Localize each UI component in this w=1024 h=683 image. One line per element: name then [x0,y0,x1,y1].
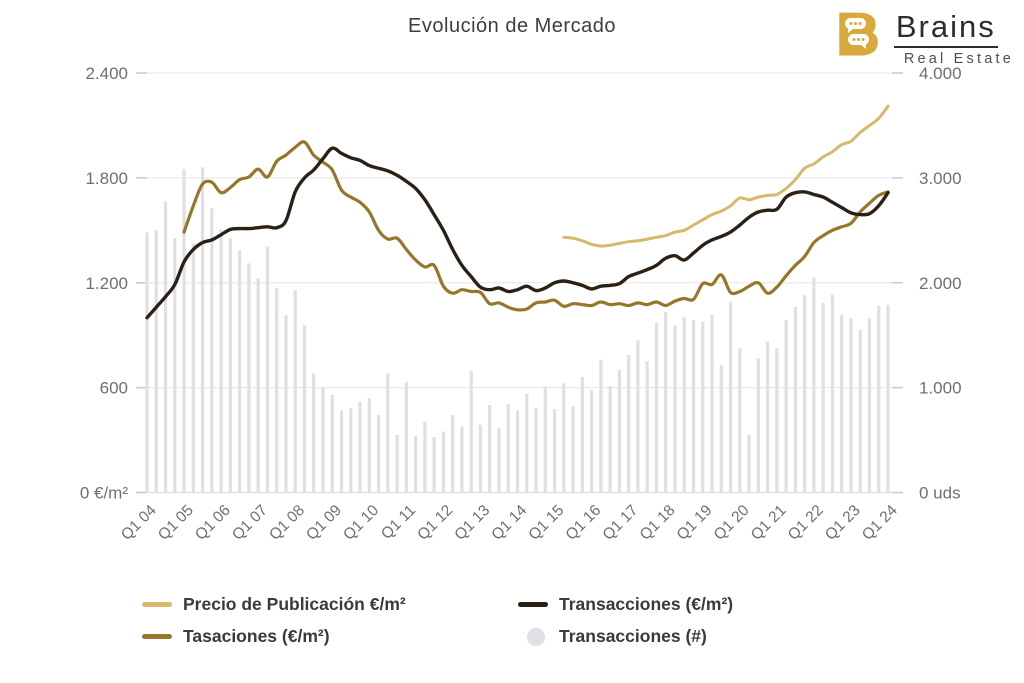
brand-name: Brains [893,8,998,48]
svg-text:Q1 18: Q1 18 [637,502,679,544]
svg-text:1.800: 1.800 [85,169,128,188]
svg-text:Q1 22: Q1 22 [785,502,827,544]
svg-text:Q1 24: Q1 24 [859,502,901,544]
svg-text:1.200: 1.200 [85,274,128,293]
svg-text:Q1 09: Q1 09 [303,502,345,544]
legend-swatch-tasaciones [142,634,172,639]
legend-item-precio-publicacion[interactable]: Precio de Publicación €/m² [142,592,518,617]
svg-text:0 uds: 0 uds [919,484,961,503]
svg-text:Q1 15: Q1 15 [525,502,567,544]
svg-text:600: 600 [100,379,128,398]
svg-text:Q1 04: Q1 04 [118,502,160,544]
svg-text:Q1 05: Q1 05 [155,502,197,544]
svg-text:Q1 11: Q1 11 [378,502,419,543]
svg-text:Q1 17: Q1 17 [600,502,642,544]
legend-item-transacciones-precio[interactable]: Transacciones (€/m²) [518,592,733,617]
svg-text:Q1 23: Q1 23 [822,502,864,544]
svg-text:Q1 10: Q1 10 [340,502,382,544]
svg-text:Q1 14: Q1 14 [488,502,530,544]
legend-label: Transacciones (€/m²) [559,594,734,614]
svg-text:3.000: 3.000 [919,169,962,188]
svg-text:4.000: 4.000 [919,64,962,83]
svg-text:Q1 20: Q1 20 [711,502,753,544]
svg-text:Q1 07: Q1 07 [229,502,271,544]
legend-label: Precio de Publicación €/m² [183,594,406,614]
legend-swatch-transacciones-precio [518,602,548,607]
chart-legend: Precio de Publicación €/m² Transacciones… [142,592,733,649]
svg-text:B: B [838,8,878,58]
legend-item-transacciones-count[interactable]: Transacciones (#) [518,624,733,649]
market-evolution-chart: 0 €/m² 600 1.200 1.800 2.400 0 uds 1.000 2.000 3… [80,64,962,544]
legend-label: Tasaciones (€/m²) [183,626,330,646]
chart-title: Evolución de Mercado [408,15,616,37]
svg-text:1.000: 1.000 [919,379,962,398]
svg-text:Q1 19: Q1 19 [674,502,716,544]
svg-text:0 €/m²: 0 €/m² [80,484,129,503]
svg-text:2.400: 2.400 [85,64,128,83]
svg-text:Q1 12: Q1 12 [414,502,456,544]
legend-item-tasaciones[interactable]: Tasaciones (€/m²) [142,624,518,649]
brand-logo: B Brains Real Estate [833,8,1014,67]
legend-swatch-transacciones-count [527,627,545,646]
svg-text:Q1 06: Q1 06 [192,502,234,544]
svg-text:Q1 08: Q1 08 [266,502,308,544]
legend-swatch-precio-publicacion [142,602,172,607]
svg-text:Q1 16: Q1 16 [563,502,605,544]
brains-b-icon: B [835,8,880,58]
speech-bubbles [844,18,869,49]
svg-text:Q1 13: Q1 13 [451,502,493,544]
legend-label: Transacciones (#) [559,626,707,646]
brand-subtitle: Real Estate [903,51,1014,67]
svg-text:Q1 21: Q1 21 [748,502,790,544]
svg-text:2.000: 2.000 [919,274,962,293]
